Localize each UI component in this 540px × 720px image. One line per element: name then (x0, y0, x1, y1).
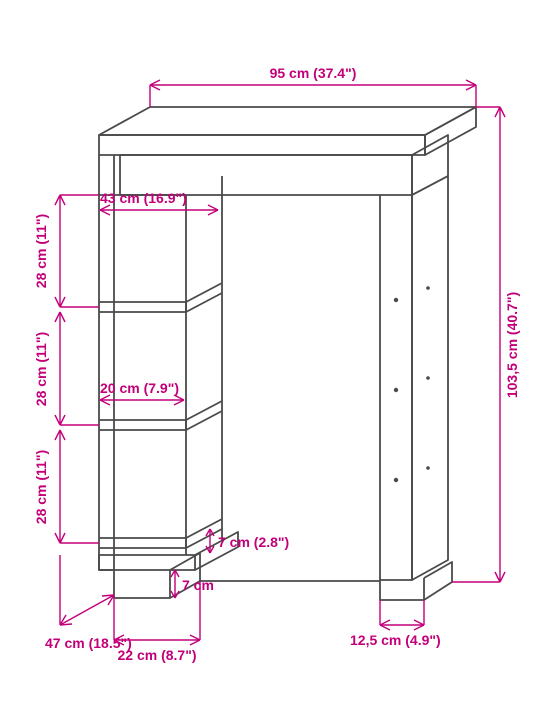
dim-right-height: 103,5 cm (40.7") (452, 107, 520, 582)
dim-shelf-3: 28 cm (11") (33, 430, 99, 543)
dim-foot-height-label: 7 cm (182, 577, 214, 593)
dim-right-foot-label: 12,5 cm (4.9") (350, 632, 441, 648)
dim-shelf-width: 22 cm (8.7") (114, 581, 200, 663)
dim-foot-gap: 7 cm (2.8") (206, 529, 289, 553)
dim-shelf-3-label: 28 cm (11") (33, 450, 49, 524)
dim-shelf-depth-inner-label: 43 cm (16.9") (100, 190, 187, 206)
dim-right-height-label: 103,5 cm (40.7") (504, 292, 520, 398)
dim-right-foot: 12,5 cm (4.9") (350, 600, 441, 648)
furniture-outline (99, 107, 476, 600)
dim-shelf-width-label: 22 cm (8.7") (117, 647, 196, 663)
dim-top-width: 95 cm (37.4") (150, 65, 476, 107)
dim-shelf-1: 28 cm (11") (33, 195, 99, 307)
dim-shelf-depth-mid-label: 20 cm (7.9") (100, 380, 179, 396)
dim-top-width-label: 95 cm (37.4") (270, 65, 357, 81)
dim-foot-height: 7 cm (171, 570, 214, 598)
dim-shelf-2: 28 cm (11") (33, 312, 99, 425)
dim-foot-gap-label: 7 cm (2.8") (218, 534, 289, 550)
dim-shelf-depth-mid: 20 cm (7.9") (100, 380, 184, 405)
dim-shelf-2-label: 28 cm (11") (33, 332, 49, 406)
dim-shelf-depth-inner: 43 cm (16.9") (100, 190, 218, 215)
dim-shelf-1-label: 28 cm (11") (33, 214, 49, 288)
